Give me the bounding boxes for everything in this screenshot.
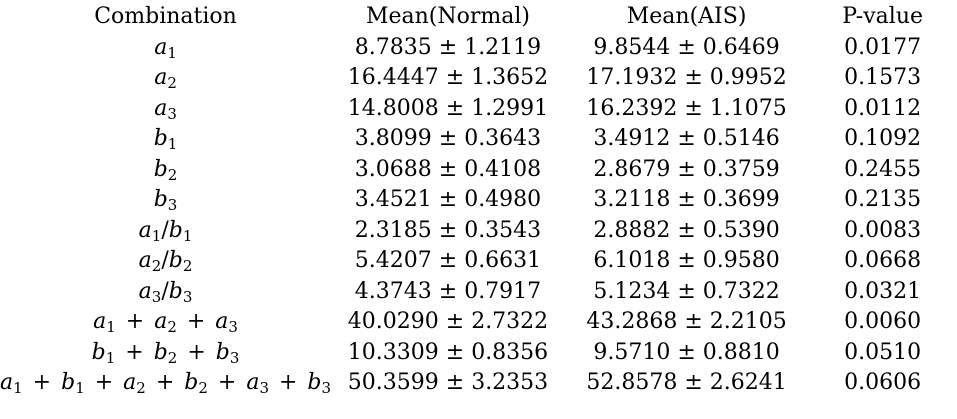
mean-normal-cell: 4.3743 ± 0.7917 (354, 278, 542, 304)
mean-normal-cell: 50.3599 ± 3.2353 (347, 370, 549, 396)
combination-cell: a1 + a2 + a3 (93, 309, 238, 337)
mean-normal-cell: 3.4521 ± 0.4980 (354, 187, 542, 213)
table-row: a3/b3 4.3743 ± 0.7917 5.1234 ± 0.7322 0.032… (0, 277, 957, 308)
mean-normal-cell: 8.7835 ± 1.2119 (354, 34, 542, 60)
table-row: a1 + b1 + a2 + b2 + a3 + b3 50.3599 ± 3.2… (0, 368, 957, 399)
combination-cell: b1 (153, 126, 178, 154)
mean-ais-cell: 16.2392 ± 1.1075 (586, 95, 787, 121)
mean-normal-cell: 40.0290 ± 2.7322 (347, 309, 549, 335)
header-row: Combination Mean(Normal) Mean(AIS) P-val… (0, 2, 957, 33)
p-value-cell: 0.0083 (844, 217, 922, 243)
mean-normal-cell: 3.0688 ± 0.4108 (354, 156, 542, 182)
table-row: b1 + b2 + b3 10.3309 ± 0.8356 9.5710 ± 0.8… (0, 338, 957, 369)
combination-cell: b2 (153, 156, 178, 184)
mean-ais-cell: 43.2868 ± 2.2105 (586, 309, 787, 335)
table-row: b3 3.4521 ± 0.4980 3.2118 ± 0.3699 0.2135 (0, 185, 957, 216)
header-combination: Combination (94, 4, 237, 30)
mean-ais-cell: 6.1018 ± 0.9580 (593, 248, 780, 274)
combination-cell: a1 + b1 + a2 + b2 + a3 + b3 (0, 370, 332, 398)
table-row: a2/b2 5.4207 ± 0.6631 6.1018 ± 0.9580 0.066… (0, 246, 957, 277)
mean-normal-cell: 2.3185 ± 0.3543 (354, 217, 542, 243)
header-p-value: P-value (842, 4, 924, 30)
p-value-cell: 0.1092 (844, 126, 922, 152)
mean-ais-cell: 52.8578 ± 2.6241 (586, 370, 787, 396)
mean-normal-cell: 16.4447 ± 1.3652 (347, 65, 549, 91)
mean-ais-cell: 2.8882 ± 0.5390 (593, 217, 780, 243)
mean-normal-cell: 10.3309 ± 0.8356 (347, 339, 549, 365)
mean-ais-cell: 3.2118 ± 0.3699 (593, 187, 780, 213)
mean-ais-cell: 5.1234 ± 0.7322 (593, 278, 780, 304)
table-row: b1 3.8099 ± 0.3643 3.4912 ± 0.5146 0.1092 (0, 124, 957, 155)
mean-normal-cell: 3.8099 ± 0.3643 (354, 126, 542, 152)
combination-cell: b1 + b2 + b3 (91, 339, 240, 367)
mean-normal-cell: 5.4207 ± 0.6631 (354, 248, 542, 274)
table-row: a3 14.8008 ± 1.2991 16.2392 ± 1.1075 0.0112 (0, 94, 957, 125)
mean-ais-cell: 17.1932 ± 0.9952 (586, 65, 787, 91)
table-row: a2 16.4447 ± 1.3652 17.1932 ± 0.9952 0.1573 (0, 63, 957, 94)
table-row: b2 3.0688 ± 0.4108 2.8679 ± 0.3759 0.2455 (0, 155, 957, 186)
p-value-cell: 0.0510 (844, 339, 922, 365)
combination-cell: a2 (154, 65, 177, 93)
combination-cell: a2/b2 (138, 248, 193, 276)
header-mean-normal: Mean(Normal) (365, 4, 530, 30)
combination-cell: a3 (154, 95, 177, 123)
combination-cell: a1/b1 (138, 217, 193, 245)
mean-ais-cell: 3.4912 ± 0.5146 (593, 126, 780, 152)
mean-ais-cell: 9.8544 ± 0.6469 (593, 34, 780, 60)
p-value-cell: 0.0060 (844, 309, 922, 335)
mean-ais-cell: 9.5710 ± 0.8810 (593, 339, 780, 365)
mean-normal-cell: 14.8008 ± 1.2991 (347, 95, 549, 121)
combination-cell: a1 (154, 34, 177, 62)
p-value-cell: 0.2455 (844, 156, 922, 182)
mean-ais-cell: 2.8679 ± 0.3759 (593, 156, 780, 182)
p-value-cell: 0.0668 (844, 248, 922, 274)
table-row: a1/b1 2.3185 ± 0.3543 2.8882 ± 0.5390 0.008… (0, 216, 957, 247)
p-value-cell: 0.1573 (844, 65, 922, 91)
table-row: a1 8.7835 ± 1.2119 9.8544 ± 0.6469 0.0177 (0, 33, 957, 64)
p-value-cell: 0.0321 (844, 278, 922, 304)
results-table: Combination Mean(Normal) Mean(AIS) P-val… (0, 2, 957, 399)
p-value-cell: 0.0177 (844, 34, 922, 60)
p-value-cell: 0.2135 (844, 187, 922, 213)
p-value-cell: 0.0112 (844, 95, 922, 121)
header-mean-ais: Mean(AIS) (626, 4, 747, 30)
combination-cell: a3/b3 (138, 278, 193, 306)
p-value-cell: 0.0606 (844, 370, 922, 396)
table-row: a1 + a2 + a3 40.0290 ± 2.7322 43.2868 ± 2.… (0, 307, 957, 338)
combination-cell: b3 (153, 187, 178, 215)
